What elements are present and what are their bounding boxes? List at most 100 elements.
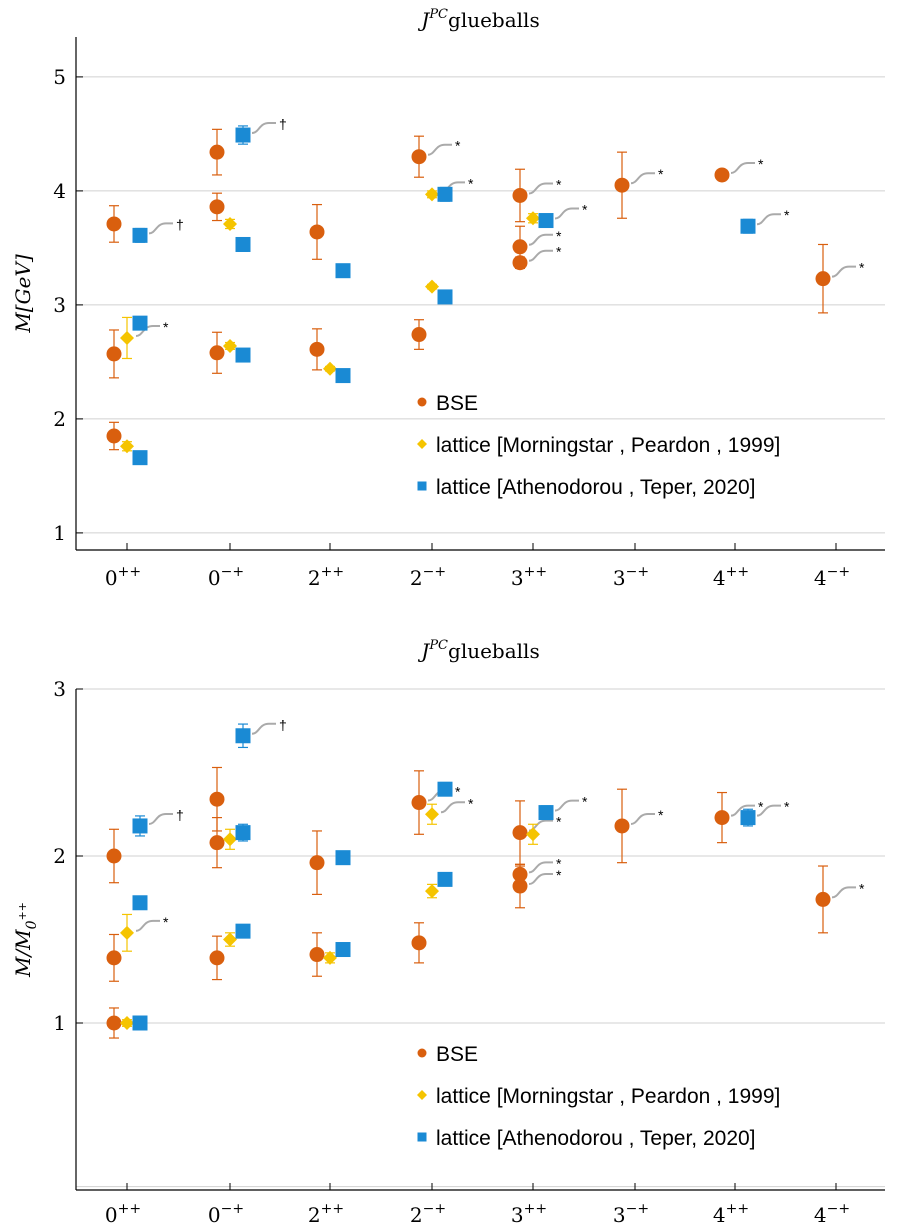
legend-circle-marker bbox=[417, 1048, 427, 1058]
square-marker bbox=[132, 1015, 148, 1031]
title-sup: PC bbox=[428, 7, 448, 22]
x-tick-base: 0 bbox=[208, 1203, 221, 1227]
circle-marker bbox=[106, 428, 122, 444]
annotation-leader bbox=[756, 213, 781, 226]
data-point: * bbox=[512, 855, 562, 884]
circle-marker bbox=[106, 216, 122, 232]
circle-marker bbox=[106, 1015, 122, 1031]
annotation-mark: * bbox=[556, 867, 562, 883]
annotation-leader bbox=[135, 919, 160, 932]
circle-marker bbox=[209, 199, 225, 215]
data-point bbox=[132, 315, 148, 331]
square-marker bbox=[437, 186, 453, 202]
diamond-marker bbox=[120, 439, 134, 454]
annotation-leader bbox=[630, 812, 655, 825]
diamond-marker bbox=[526, 211, 540, 226]
annotation-mark: * bbox=[556, 855, 562, 871]
y-tick-label: 3 bbox=[53, 677, 66, 701]
circle-marker bbox=[714, 167, 730, 183]
data-point bbox=[106, 421, 122, 451]
x-tick-base: 4 bbox=[713, 566, 726, 590]
x-tick-sup: ++ bbox=[118, 1201, 141, 1217]
data-point bbox=[132, 450, 148, 466]
circle-marker bbox=[106, 346, 122, 362]
data-point: * bbox=[815, 865, 865, 934]
square-marker bbox=[132, 818, 148, 834]
annotation-leader bbox=[251, 122, 276, 135]
x-tick-sup: ++ bbox=[524, 1201, 547, 1217]
annotation-mark: * bbox=[582, 202, 588, 218]
x-tick-sup: ++ bbox=[726, 564, 749, 580]
annotation-mark: * bbox=[556, 176, 562, 192]
data-point bbox=[106, 828, 122, 884]
x-tick-sup: −+ bbox=[626, 1201, 649, 1217]
data-point bbox=[223, 828, 237, 850]
square-marker bbox=[740, 810, 756, 826]
x-tick-label: 2−+ bbox=[410, 564, 446, 590]
square-marker bbox=[437, 289, 453, 305]
annotation-mark: * bbox=[859, 260, 865, 276]
annotation-leader bbox=[148, 812, 173, 825]
circle-marker bbox=[411, 935, 427, 951]
x-tick-base: 3 bbox=[511, 1203, 524, 1227]
circle-marker bbox=[209, 835, 225, 851]
ylabel-subsup: ++ bbox=[16, 902, 29, 920]
data-point bbox=[235, 236, 251, 252]
legend-circle-marker bbox=[417, 397, 427, 407]
legend-label: lattice [Morningstar , Peardon , 1999] bbox=[436, 434, 780, 457]
x-tick-label: 4++ bbox=[713, 1201, 749, 1227]
annotation-mark: * bbox=[455, 138, 461, 154]
annotation-leader bbox=[831, 265, 856, 278]
data-point: * bbox=[614, 151, 664, 219]
data-point bbox=[437, 289, 453, 305]
square-marker bbox=[132, 895, 148, 911]
annotation-leader bbox=[756, 804, 781, 817]
y-axis-label: M[GeV] bbox=[11, 254, 35, 334]
data-point bbox=[132, 1015, 148, 1031]
square-marker bbox=[538, 213, 554, 229]
legend-item: lattice [Athenodorou , Teper, 2020] bbox=[417, 476, 756, 499]
x-tick-base: 2 bbox=[308, 1203, 321, 1227]
data-point bbox=[235, 823, 251, 842]
data-point bbox=[425, 279, 439, 294]
annotation-mark: * bbox=[658, 807, 664, 823]
legend-item: lattice [Morningstar , Peardon , 1999] bbox=[417, 1085, 780, 1108]
data-point bbox=[411, 319, 427, 350]
data-point: * bbox=[614, 788, 664, 864]
title-main: J bbox=[417, 639, 430, 663]
annotation-mark: * bbox=[556, 244, 562, 260]
x-tick-base: 4 bbox=[713, 1203, 726, 1227]
annotation-mark: * bbox=[758, 156, 764, 172]
diamond-marker bbox=[223, 216, 237, 231]
x-tick-sup: ++ bbox=[321, 1201, 344, 1217]
data-point bbox=[335, 942, 351, 958]
data-point bbox=[335, 368, 351, 384]
x-tick-sup: ++ bbox=[118, 564, 141, 580]
x-tick-label: 4++ bbox=[713, 564, 749, 590]
chart-title: JPCglueballs bbox=[417, 638, 539, 663]
annotation-mark: * bbox=[784, 207, 790, 223]
diamond-marker bbox=[526, 827, 540, 842]
circle-marker bbox=[614, 818, 630, 834]
circle-marker bbox=[309, 224, 325, 240]
circle-marker bbox=[309, 341, 325, 357]
annotation-leader bbox=[528, 861, 553, 874]
annotation-leader bbox=[831, 886, 856, 899]
data-point bbox=[209, 331, 225, 374]
data-point bbox=[526, 823, 540, 845]
circle-marker bbox=[714, 810, 730, 826]
circle-marker bbox=[411, 795, 427, 811]
x-tick-base: 3 bbox=[613, 1203, 626, 1227]
data-point: * bbox=[538, 202, 588, 229]
x-tick-label: 3++ bbox=[511, 1201, 547, 1227]
x-tick-base: 2 bbox=[308, 566, 321, 590]
annotation-mark: * bbox=[582, 794, 588, 810]
annotation-leader bbox=[251, 722, 276, 735]
annotation-leader bbox=[730, 804, 755, 817]
data-point bbox=[209, 935, 225, 981]
data-point bbox=[309, 932, 325, 977]
data-point: * bbox=[120, 914, 169, 952]
x-tick-base: 0 bbox=[105, 566, 118, 590]
square-marker bbox=[235, 236, 251, 252]
